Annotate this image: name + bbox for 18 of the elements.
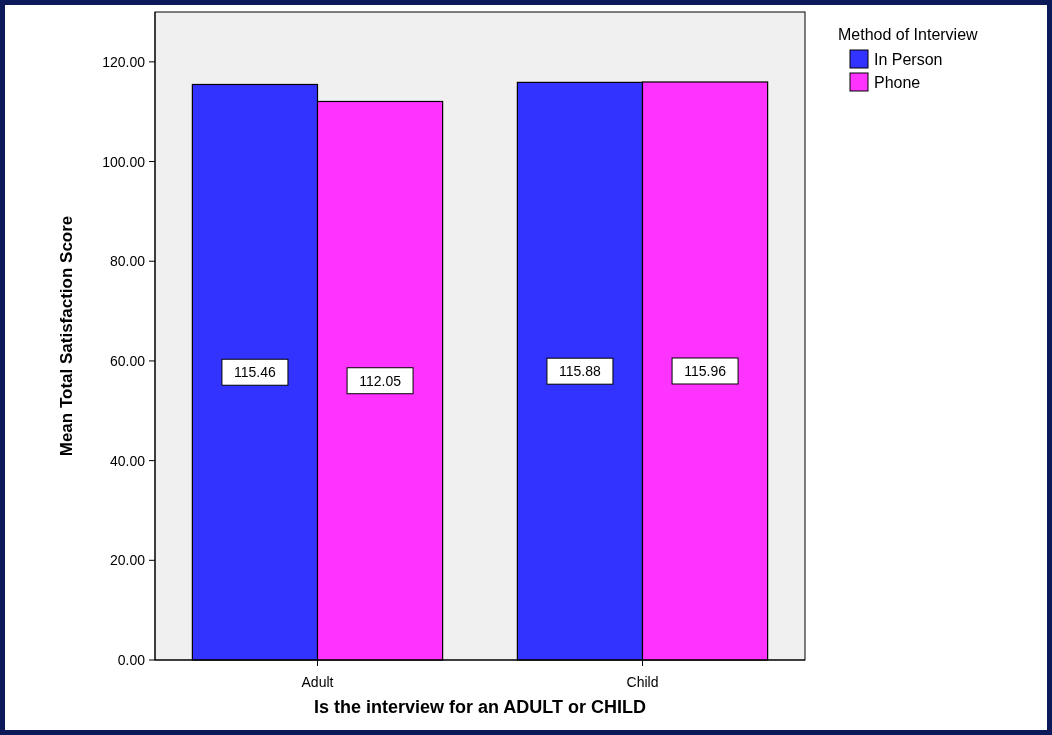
legend-label: Phone — [874, 74, 921, 91]
y-tick-label: 80.00 — [109, 253, 146, 270]
x-tick-label: Adult — [301, 674, 334, 690]
y-tick-label: 20.00 — [109, 552, 146, 569]
y-tick-label: 0.00 — [117, 652, 146, 668]
y-tick-label: 60.00 — [109, 352, 146, 369]
y-tick-label: 100.00 — [102, 153, 146, 170]
x-tick-label: Child — [626, 674, 659, 690]
data-label: 115.96 — [684, 362, 727, 379]
x-axis-title: Is the interview for an ADULT or CHILD — [313, 697, 647, 717]
data-label: 115.88 — [559, 363, 602, 380]
data-label: 115.46 — [234, 364, 277, 381]
legend-label: In Person — [874, 51, 943, 68]
data-label: 112.05 — [359, 372, 402, 389]
legend-title: Method of Interview — [838, 26, 979, 43]
y-tick-label: 120.00 — [102, 53, 146, 70]
y-axis-title: Mean Total Satisfaction Score — [57, 215, 76, 457]
y-tick-label: 40.00 — [109, 452, 146, 469]
